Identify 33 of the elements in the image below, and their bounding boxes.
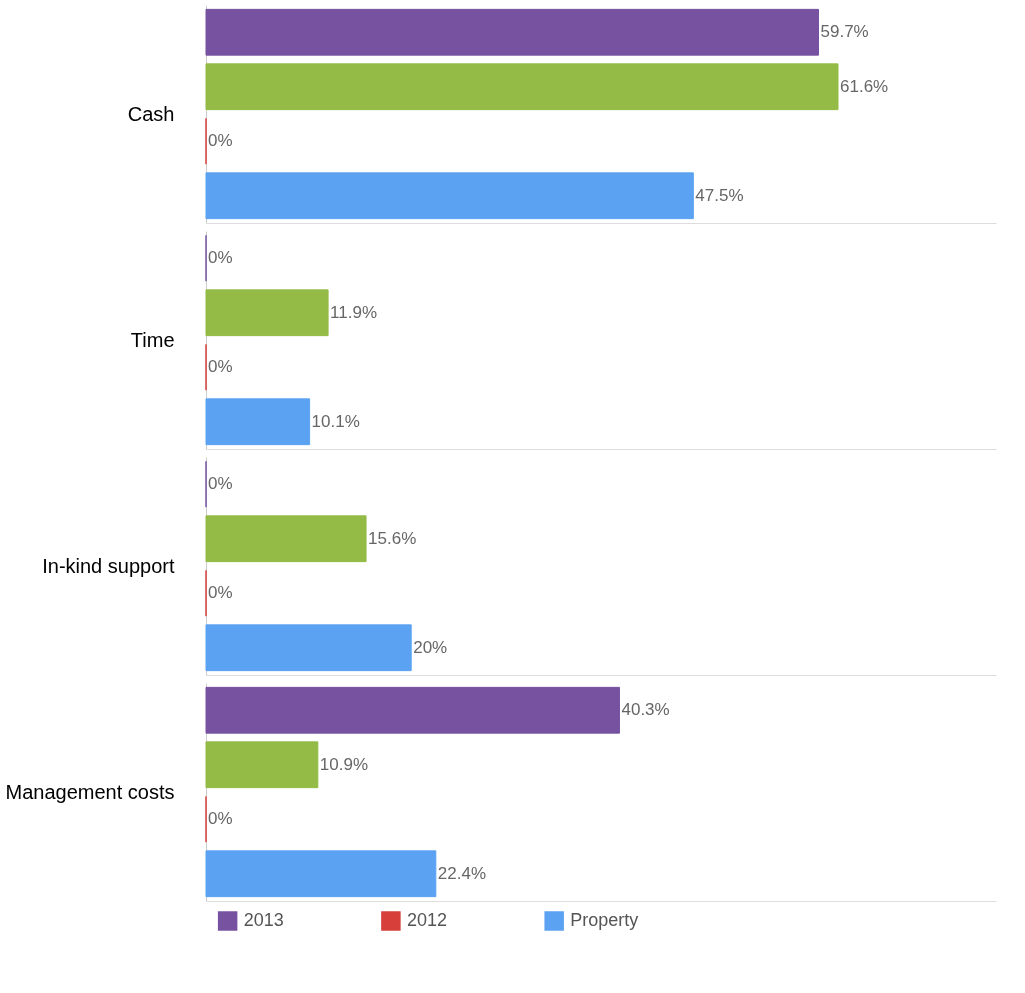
data-label: 0% xyxy=(208,357,233,377)
bar xyxy=(205,63,839,111)
data-label: 22.4% xyxy=(437,863,487,883)
y-tick-label: Management costs xyxy=(5,780,175,803)
bar xyxy=(205,398,311,446)
data-label: 59.7% xyxy=(820,22,869,42)
data-label: 40.3% xyxy=(621,700,670,720)
data-label: 0% xyxy=(208,248,233,268)
legend-label: Property xyxy=(570,910,639,930)
bar xyxy=(205,8,820,56)
data-label: 10.9% xyxy=(319,754,369,774)
data-label: 20% xyxy=(413,637,448,657)
bar xyxy=(205,624,412,672)
bar xyxy=(205,172,694,220)
bar xyxy=(205,289,329,337)
data-label: 10.1% xyxy=(311,411,360,431)
bar xyxy=(205,515,367,563)
y-tick-label: Cash xyxy=(127,102,175,125)
legend-label: 2013 xyxy=(243,910,284,930)
data-label: 11.9% xyxy=(330,302,378,322)
bar xyxy=(205,741,319,789)
data-label: 0% xyxy=(208,809,233,829)
data-label: 15.6% xyxy=(368,528,417,548)
data-label: 47.5% xyxy=(695,185,744,205)
legend-label: 2012 xyxy=(406,910,447,930)
data-label: 0% xyxy=(208,474,233,494)
bar xyxy=(205,850,437,898)
y-tick-label: In-kind support xyxy=(42,554,175,577)
y-tick-label: Time xyxy=(130,328,175,351)
data-label: 61.6% xyxy=(840,76,889,96)
bar xyxy=(205,686,620,734)
data-label: 0% xyxy=(208,583,233,603)
data-label: 0% xyxy=(208,131,233,151)
